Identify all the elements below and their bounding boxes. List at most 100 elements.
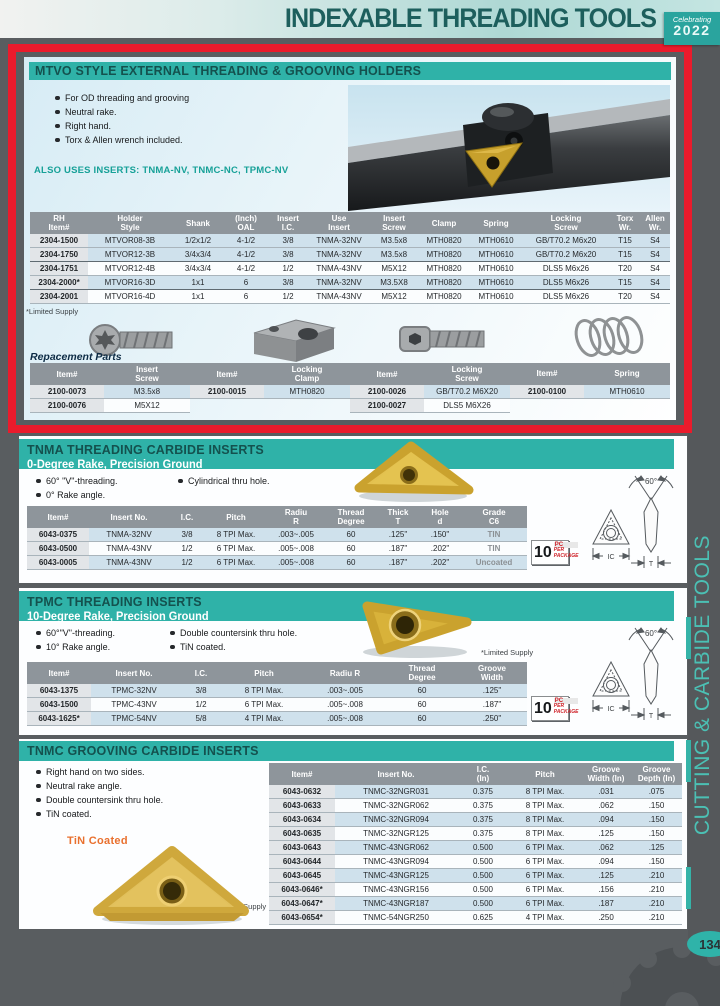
holders-table-wrap: RH Item# Holder Style Shank (Inch) OAL Inser… [30, 212, 670, 305]
tnma-section-title: TNMA THREADING CARBIDE INSERTS [27, 442, 264, 457]
table-cell: 60 [387, 684, 457, 699]
diagram-angle-label: 60° [645, 477, 657, 486]
table-cell: 6 TPI Max. [509, 868, 581, 884]
table-cell: 6 TPI Max. [509, 840, 581, 856]
table-cell: .005~.008 [303, 697, 387, 713]
table-cell: MTVOR16-4D [88, 289, 172, 305]
table-cell: TNMC-32NGR125 [335, 826, 457, 842]
tpmc-header-row: Item# Insert No. I.C. Pitch Radiu R Thread De… [27, 662, 527, 685]
table-cell: T20 [610, 261, 640, 277]
table-cell: .005~.008 [267, 541, 325, 557]
tool-holder-image [348, 99, 670, 211]
table-cell: .005~.008 [267, 555, 325, 571]
table-cell: M5X12 [370, 289, 418, 305]
table-cell: 6 [224, 289, 268, 305]
table-cell: TNMA-32NV [89, 528, 169, 543]
table-cell: DLS5 M6X26 [424, 398, 510, 414]
table-cell: .187 [581, 896, 631, 912]
also-uses-note: ALSO USES INSERTS: TNMA-NV, TNMC-NC, TPM… [34, 165, 289, 176]
table-cell: 3/8 [268, 247, 308, 263]
package-unit: PC [553, 698, 579, 704]
table-cell: TNMC-43NGR062 [335, 840, 457, 856]
table-cell: S4 [640, 275, 670, 291]
table-cell: TNMA-32NV [308, 247, 370, 263]
table-cell: T15 [610, 234, 640, 249]
table-row: 6043-1500 TPMC-43NV 1/2 6 TPI Max. .005~.008… [27, 697, 527, 713]
table-cell: 0.375 [457, 812, 509, 828]
table-row: 6043-0634 TNMC-32NGR094 0.375 8 TPI Max. .09… [269, 812, 682, 828]
table-cell: 3/8 [268, 275, 308, 291]
table-cell: 4 TPI Max. [509, 910, 581, 926]
table-cell: DLS5 M6x26 [522, 275, 610, 291]
table-cell: TIN [461, 528, 527, 543]
tnma-section-subtitle: 0-Degree Rake, Precision Ground [27, 459, 203, 471]
column-header: Pitch [509, 763, 581, 786]
table-cell: .031 [581, 785, 631, 800]
table-cell: 2100-0076 [30, 398, 104, 414]
table-cell: 6043-1500 [27, 697, 91, 713]
table-row: 2304-1500 MTVOR08-3B 1/2x1/2 4-1/2 3/8 TNMA-3… [30, 234, 670, 249]
table-cell: MTH0820 [418, 234, 470, 249]
table-cell: MTVOR08-3B [88, 234, 172, 249]
table-cell: MTH0610 [470, 247, 522, 263]
table-cell: 6 TPI Max. [225, 697, 303, 713]
table-cell: 6043-0647* [269, 896, 335, 912]
table-cell: GB/T70.2 M6x20 [522, 234, 610, 249]
bullet-item: TiN coated. [35, 809, 163, 819]
bullet-item: Right hand. [54, 121, 354, 131]
table-cell: 6043-0633 [269, 798, 335, 814]
table-cell: TIN [461, 541, 527, 557]
table-row: 6043-0643 TNMC-43NGR062 0.500 6 TPI Max. .06… [269, 840, 682, 856]
table-cell: T15 [610, 247, 640, 263]
diagram-t-label: T [649, 713, 654, 720]
tpmc-table: Item# Insert No. I.C. Pitch Radiu R Thread De… [27, 662, 527, 727]
column-header: Thick T [377, 506, 419, 529]
replacement-table-insert-screw: Item# Insert Screw 2100-0073 M3.5x8 2100-0… [30, 363, 190, 414]
table-cell: .210 [631, 868, 682, 884]
celebrating-badge: Celebrating 2022 [664, 12, 720, 45]
tnmc-table: Item# Insert No. I.C. (In) Pitch Groove Widt… [269, 763, 682, 926]
table-cell: MTH0820 [264, 385, 350, 400]
table-cell: 2304-1500 [30, 234, 88, 249]
column-header: Locking Screw [522, 212, 610, 235]
table-cell: 3/4x3/4 [172, 247, 224, 263]
table-cell: .187" [377, 541, 419, 557]
bullet-item: 0° Rake angle. [35, 490, 118, 500]
table-cell: 4-1/2 [224, 247, 268, 263]
table-cell: .150 [631, 826, 682, 842]
table-cell: Uncoated [461, 555, 527, 571]
column-header: Item# [350, 363, 424, 386]
table-cell: TNMA-43NV [89, 541, 169, 557]
column-header: Item# [27, 662, 91, 685]
table-row: 6043-0005 TNMA-43NV 1/2 6 TPI Max. .005~.008… [27, 555, 527, 571]
table-row: 2304-1751 MTVOR12-4B 3/4x3/4 4-1/2 1/2 TNMA-4… [30, 261, 670, 277]
table-header-row: Item# Insert Screw [30, 363, 190, 386]
table-cell: TNMC-32NGR031 [335, 785, 457, 800]
mtvo-highlight-frame: MTVO STYLE EXTERNAL THREADING & GROOVING… [8, 44, 692, 433]
table-cell: MTH0820 [418, 261, 470, 277]
table-row: 2304-2000* MTVOR16-3D 1x1 6 3/8 TNMA-32NV M3.5… [30, 275, 670, 291]
table-cell: DLS5 M6x26 [522, 261, 610, 277]
package-per-label: PER PACKAGE [553, 703, 579, 715]
table-cell: 0.375 [457, 826, 509, 842]
column-header: Insert Screw [370, 212, 418, 235]
table-cell: 0.500 [457, 854, 509, 870]
badge-line1: Celebrating [672, 15, 712, 24]
table-cell: GB/T70.2 M6X20 [424, 385, 510, 400]
column-header: Insert No. [335, 763, 457, 786]
table-cell: DLS5 M6x26 [522, 289, 610, 305]
table-cell: .187" [457, 697, 527, 713]
table-cell: 6043-0375 [27, 528, 89, 543]
table-cell: M5X12 [370, 261, 418, 277]
bullet-item: TiN coated. [169, 642, 297, 652]
package-unit: PC [553, 542, 579, 548]
tnmc-title-bar: TNMC GROOVING CARBIDE INSERTS [19, 741, 674, 761]
table-row: 6043-0646* TNMC-43NGR156 0.500 6 TPI Max. .1… [269, 882, 682, 898]
tnma-insert-photo [354, 441, 474, 502]
mtvo-section-title: MTVO STYLE EXTERNAL THREADING & GROOVING… [35, 63, 422, 78]
table-cell: MTH0610 [470, 275, 522, 291]
table-cell: T20 [610, 289, 640, 305]
table-cell: .150 [631, 812, 682, 828]
table-cell: TNMC-43NGR125 [335, 868, 457, 884]
